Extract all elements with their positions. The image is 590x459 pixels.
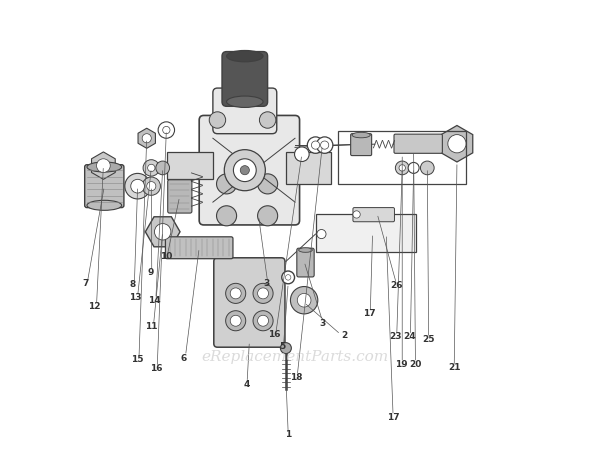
Text: 1: 1: [285, 430, 291, 439]
Circle shape: [234, 159, 256, 182]
Circle shape: [258, 315, 268, 326]
Circle shape: [156, 161, 169, 175]
Circle shape: [209, 112, 225, 128]
FancyBboxPatch shape: [168, 180, 192, 213]
Text: 17: 17: [363, 309, 375, 319]
Ellipse shape: [87, 162, 122, 172]
Circle shape: [307, 137, 324, 153]
Circle shape: [280, 342, 291, 353]
Circle shape: [353, 211, 360, 218]
Ellipse shape: [352, 132, 371, 138]
Text: 25: 25: [422, 336, 435, 344]
Circle shape: [320, 141, 329, 149]
Circle shape: [316, 137, 333, 153]
Circle shape: [155, 224, 171, 240]
Text: 16: 16: [268, 330, 281, 339]
FancyBboxPatch shape: [297, 248, 314, 277]
Circle shape: [225, 283, 245, 303]
FancyBboxPatch shape: [213, 88, 277, 134]
Text: 18: 18: [290, 373, 302, 382]
Text: 7: 7: [82, 279, 88, 288]
FancyBboxPatch shape: [165, 237, 233, 259]
Text: 21: 21: [448, 363, 460, 372]
Circle shape: [290, 286, 318, 314]
Ellipse shape: [299, 248, 312, 252]
Text: 2: 2: [341, 331, 348, 340]
Circle shape: [217, 206, 237, 226]
Circle shape: [258, 174, 278, 194]
FancyBboxPatch shape: [199, 116, 300, 225]
Circle shape: [97, 159, 110, 173]
Text: 14: 14: [148, 296, 161, 305]
Ellipse shape: [87, 200, 122, 210]
Circle shape: [148, 164, 155, 172]
Text: 13: 13: [129, 293, 142, 302]
Circle shape: [163, 126, 170, 134]
Circle shape: [142, 134, 151, 143]
Text: 20: 20: [409, 359, 421, 369]
FancyBboxPatch shape: [222, 51, 268, 106]
Circle shape: [297, 293, 311, 307]
FancyBboxPatch shape: [214, 258, 285, 347]
Text: eReplacementParts.com: eReplacementParts.com: [201, 350, 389, 364]
FancyBboxPatch shape: [316, 213, 416, 252]
Circle shape: [421, 161, 434, 175]
Text: 4: 4: [244, 380, 250, 389]
Circle shape: [253, 283, 273, 303]
Circle shape: [230, 288, 241, 299]
Circle shape: [147, 182, 156, 191]
Circle shape: [258, 288, 268, 299]
Text: 24: 24: [404, 332, 417, 341]
Polygon shape: [145, 217, 180, 247]
Text: 8: 8: [130, 280, 136, 289]
Circle shape: [224, 150, 266, 191]
Text: 6: 6: [180, 353, 186, 363]
Circle shape: [225, 311, 245, 331]
Circle shape: [399, 165, 405, 171]
Text: 3: 3: [319, 319, 326, 328]
Text: 19: 19: [395, 359, 408, 369]
Circle shape: [142, 177, 160, 195]
FancyBboxPatch shape: [350, 134, 372, 156]
Ellipse shape: [227, 96, 263, 107]
Circle shape: [408, 162, 419, 174]
Circle shape: [143, 160, 159, 176]
Circle shape: [448, 134, 466, 153]
Text: 5: 5: [279, 342, 286, 351]
Text: 11: 11: [145, 322, 158, 331]
Circle shape: [158, 122, 175, 138]
Text: 10: 10: [160, 252, 172, 261]
Text: 15: 15: [132, 355, 144, 364]
Text: 23: 23: [389, 332, 402, 341]
Circle shape: [260, 112, 276, 128]
Circle shape: [131, 179, 145, 193]
Circle shape: [317, 230, 326, 239]
FancyBboxPatch shape: [85, 165, 124, 207]
Circle shape: [286, 274, 291, 280]
Ellipse shape: [227, 50, 263, 62]
Circle shape: [125, 174, 150, 199]
Text: 9: 9: [147, 269, 153, 277]
Circle shape: [282, 271, 294, 284]
Polygon shape: [91, 152, 115, 179]
FancyBboxPatch shape: [167, 152, 213, 179]
Text: 26: 26: [391, 280, 403, 290]
Polygon shape: [441, 125, 473, 162]
Circle shape: [253, 311, 273, 331]
Circle shape: [240, 166, 250, 175]
Circle shape: [258, 206, 278, 226]
Circle shape: [294, 147, 309, 162]
Text: 16: 16: [150, 364, 162, 373]
Circle shape: [395, 161, 409, 175]
FancyBboxPatch shape: [353, 207, 395, 222]
Circle shape: [217, 174, 237, 194]
Text: 17: 17: [387, 413, 399, 422]
FancyBboxPatch shape: [394, 134, 442, 153]
Polygon shape: [138, 128, 155, 148]
Circle shape: [312, 141, 320, 149]
Circle shape: [230, 315, 241, 326]
Text: 3: 3: [264, 279, 270, 288]
Text: 12: 12: [88, 302, 100, 311]
FancyBboxPatch shape: [286, 152, 332, 184]
